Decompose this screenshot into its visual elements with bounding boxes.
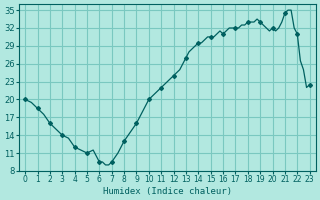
X-axis label: Humidex (Indice chaleur): Humidex (Indice chaleur) — [103, 187, 232, 196]
